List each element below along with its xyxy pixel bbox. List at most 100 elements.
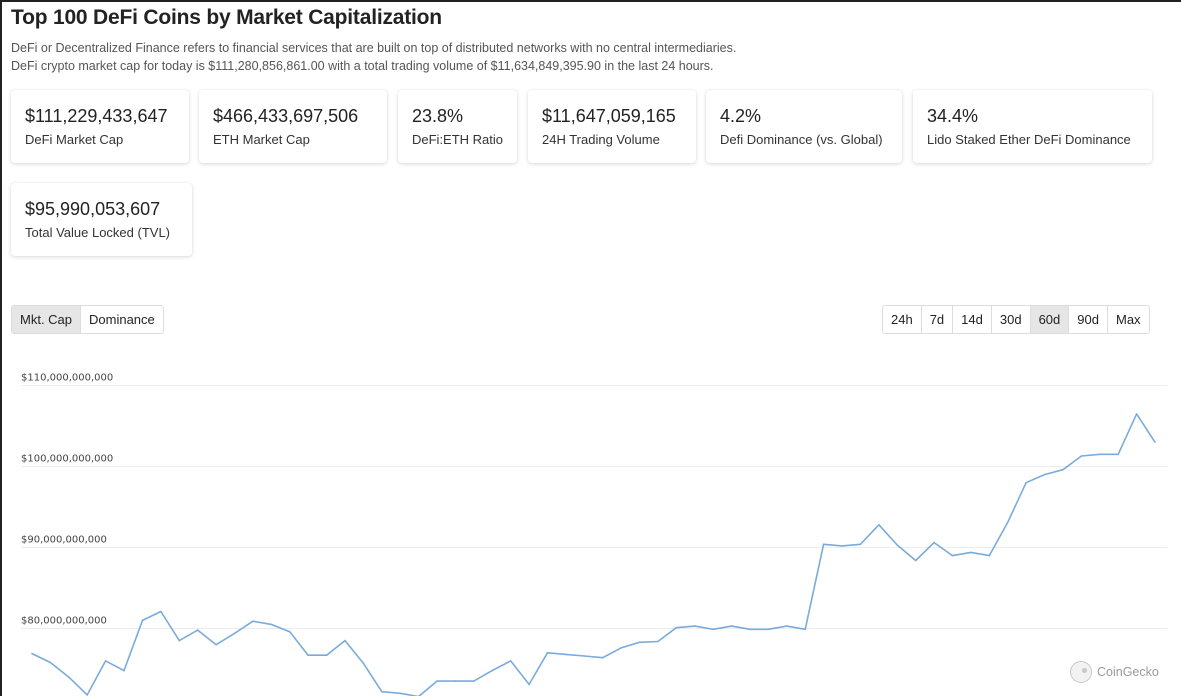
data-point [381,690,383,693]
y-tick-label: $80,000,000,000 [21,616,107,627]
data-point [178,639,181,642]
data-point [362,662,365,665]
data-point [1062,468,1064,471]
range-tab-14d[interactable]: 14d [953,306,992,333]
stat-value: $95,990,053,607 [25,199,161,219]
data-point [160,610,162,613]
stat-label: Lido Staked Ether DeFi Dominance [927,132,1131,147]
data-point [822,543,825,546]
data-point [730,625,733,627]
data-point [712,628,714,631]
market-cap-series-line [31,413,1156,696]
data-point [804,628,806,631]
stat-value: $111,229,433,647 [25,106,168,126]
tab-mkt-cap[interactable]: Mkt. Cap [12,306,82,333]
range-tab-max[interactable]: Max [1115,312,1141,327]
data-point [951,554,954,557]
data-point [104,660,107,662]
data-point [1080,455,1083,457]
data-point [601,656,604,659]
range-tab-24h[interactable]: 24h [883,306,922,333]
data-point [1025,481,1027,484]
market-cap-line-chart: $80,000,000,000 $90,000,000,000 $100,000,0… [21,373,1167,696]
data-point [675,626,678,629]
y-tick-label: $90,000,000,000 [21,535,107,546]
data-point [215,643,217,646]
data-point [767,628,770,631]
watermark-text: CoinGecko [1097,665,1159,679]
coingecko-logo-icon [1070,661,1092,683]
data-point [896,544,899,546]
stat-label: ETH Market Cap [213,132,310,147]
stat-value: 4.2% [720,106,762,126]
data-point [1117,453,1119,456]
data-point [786,625,788,627]
data-point [68,676,70,678]
data-point [546,652,549,654]
stat-label: Total Value Locked (TVL) [25,225,170,240]
page-title: Top 100 DeFi Coins by Market Capitalizat… [11,6,442,29]
data-point [491,669,494,672]
data-point [1135,413,1138,415]
stat-card-tvl: $95,990,053,607 Total Value Locked (TVL) [11,183,192,256]
data-point [694,625,696,627]
data-point [528,683,530,686]
stat-card-eth-market-cap: $466,433,697,506 ETH Market Cap [199,90,387,163]
description-line-1: DeFi or Decentralized Finance refers to … [11,41,737,55]
data-point [565,653,567,656]
stat-card-defi-dominance: 4.2% Defi Dominance (vs. Global) [706,90,902,163]
range-tab-30d[interactable]: 30d [992,306,1031,333]
market-cap-chart: $80,000,000,000 $90,000,000,000 $100,000,0… [2,362,1181,696]
stat-label: 24H Trading Volume [542,132,660,147]
data-point [252,620,254,622]
coingecko-watermark: CoinGecko [1070,661,1159,683]
data-point [583,655,586,657]
data-point [325,654,328,656]
description-line-2: DeFi crypto market cap for today is $111… [11,59,714,73]
stat-value: 23.8% [412,106,464,126]
data-point [436,680,438,682]
data-point [86,694,88,696]
data-point [509,660,512,662]
data-point [878,524,880,526]
data-point [344,639,346,642]
data-point [473,680,475,682]
data-point [620,647,622,649]
chart-view-toggle: Mkt. Cap Dominance [11,305,164,334]
stat-card-defi-market-cap: $111,229,433,647 DeFi Market Cap [11,90,189,163]
data-point [288,630,291,633]
tab-dominance[interactable]: Dominance [89,312,155,327]
y-tick-label: $100,000,000,000 [21,454,113,465]
stat-label: DeFi Market Cap [25,132,124,147]
stat-card-lido-dominance: 34.4% Lido Staked Ether DeFi Dominance [913,90,1152,163]
data-point [123,669,125,672]
stat-card-trading-volume: $11,647,059,165 24H Trading Volume [528,90,696,163]
data-point [141,619,144,622]
range-tab-7d[interactable]: 7d [922,306,954,333]
data-point [988,554,991,557]
data-point [307,654,309,656]
data-point [233,632,236,635]
data-point [657,640,659,643]
data-point [1154,441,1156,443]
data-point [749,628,751,631]
stat-label: Defi Dominance (vs. Global) [720,132,883,147]
range-tab-60d[interactable]: 60d [1030,306,1070,333]
data-point [841,545,843,547]
data-point [859,543,862,546]
stat-card-defi-eth-ratio: 23.8% DeFi:ETH Ratio [398,90,517,163]
range-toggle: 24h 7d 14d 30d 60d 90d Max [882,305,1150,334]
data-point [454,680,457,682]
data-point [270,623,273,626]
data-point [399,692,402,695]
data-point [1043,473,1046,476]
data-point [1006,521,1009,524]
stat-value: $466,433,697,506 [213,106,359,126]
range-tab-90d[interactable]: 90d [1069,306,1108,333]
data-point [638,641,641,644]
data-point [49,661,52,664]
y-tick-label: $110,000,000,000 [21,373,113,384]
data-point [970,551,972,554]
data-point [914,559,917,562]
